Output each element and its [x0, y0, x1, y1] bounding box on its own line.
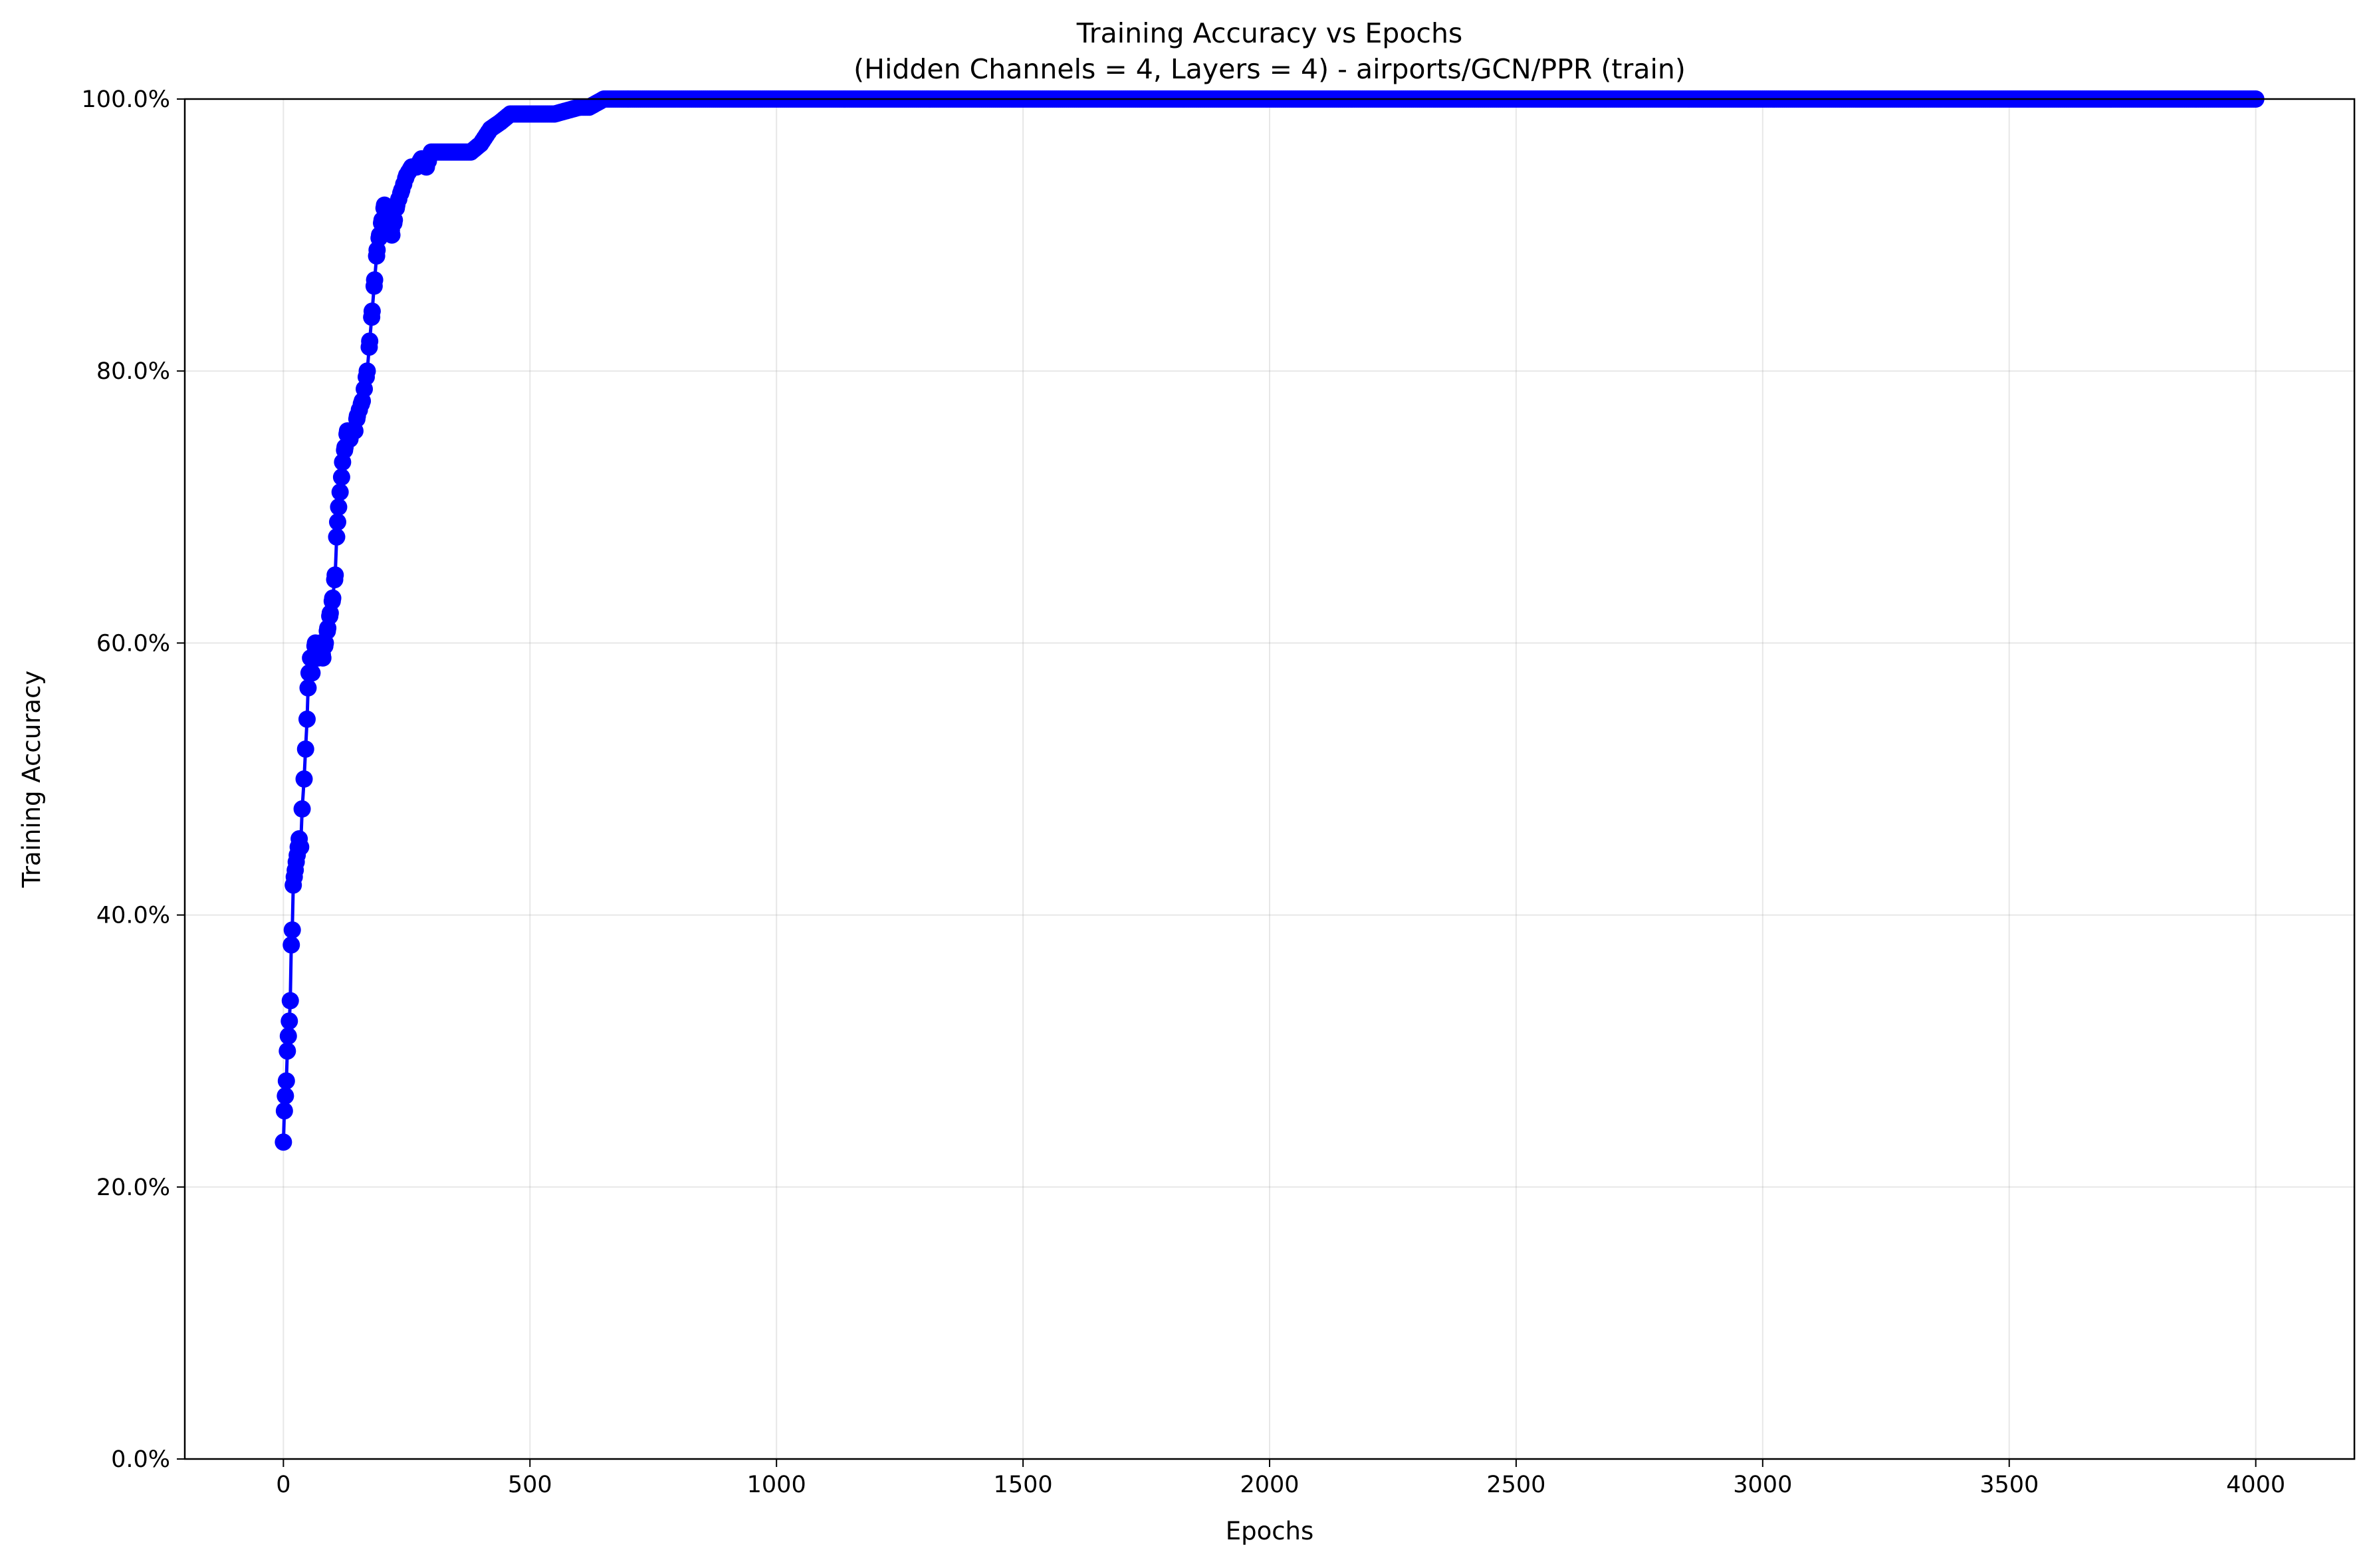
- data-point: [277, 1087, 294, 1105]
- data-point: [282, 936, 300, 954]
- data-point: [281, 992, 299, 1010]
- data-point: [279, 1027, 297, 1045]
- y-axis-label: Training Accuracy: [17, 671, 46, 889]
- data-point: [368, 247, 386, 265]
- data-point: [316, 637, 334, 655]
- grid-lines: [185, 98, 2354, 1460]
- data-point: [281, 1012, 298, 1030]
- x-tick-label: 500: [508, 1472, 552, 1498]
- data-point: [275, 1102, 293, 1120]
- y-tick-label: 100.0%: [82, 86, 170, 113]
- y-tick-label: 0.0%: [111, 1446, 170, 1473]
- data-point: [318, 622, 336, 640]
- x-tick-label: 0: [276, 1472, 290, 1498]
- data-point: [298, 710, 316, 728]
- chart-subtitle: (Hidden Channels = 4, Layers = 4) - airp…: [853, 53, 1686, 85]
- data-point: [363, 308, 381, 326]
- x-tick-label: 1500: [994, 1472, 1053, 1498]
- x-axis-ticks: 0 500 1000 1500 2000 2500 3000 3500 4000: [276, 1459, 2285, 1498]
- data-point: [385, 214, 403, 232]
- data-point: [275, 1133, 292, 1151]
- data-point: [328, 528, 346, 546]
- data-point: [323, 592, 341, 610]
- data-point: [330, 498, 348, 516]
- data-point: [303, 664, 321, 682]
- x-tick-label: 3000: [1733, 1472, 1792, 1498]
- x-tick-label: 4000: [2226, 1472, 2285, 1498]
- data-point: [357, 368, 375, 386]
- data-point: [352, 395, 370, 413]
- accuracy-series: [275, 90, 2265, 1151]
- x-tick-label: 2500: [1486, 1472, 1545, 1498]
- data-point: [296, 740, 314, 758]
- x-tick-label: 2000: [1240, 1472, 1299, 1498]
- data-point: [293, 800, 311, 818]
- y-tick-label: 20.0%: [96, 1175, 170, 1201]
- data-point: [299, 679, 317, 697]
- x-axis-label: Epochs: [1226, 1517, 1314, 1545]
- data-point: [332, 468, 350, 486]
- data-point: [328, 513, 346, 531]
- data-point: [360, 338, 378, 356]
- data-point: [321, 607, 339, 625]
- y-axis-ticks: 0.0% 20.0% 40.0% 60.0% 80.0% 100.0%: [82, 86, 185, 1473]
- data-point: [370, 229, 388, 247]
- x-tick-label: 3500: [1979, 1472, 2039, 1498]
- data-point: [331, 483, 349, 501]
- y-tick-label: 60.0%: [96, 630, 170, 657]
- data-point: [326, 571, 344, 589]
- x-tick-label: 1000: [747, 1472, 806, 1498]
- data-point: [292, 838, 310, 856]
- y-tick-label: 80.0%: [96, 358, 170, 385]
- y-tick-label: 40.0%: [96, 903, 170, 929]
- data-point: [279, 1042, 296, 1060]
- chart-title: Training Accuracy vs Epochs: [1076, 17, 1463, 49]
- data-point: [277, 1072, 295, 1090]
- data-point: [295, 770, 313, 788]
- data-point: [283, 921, 301, 939]
- data-point: [365, 277, 383, 295]
